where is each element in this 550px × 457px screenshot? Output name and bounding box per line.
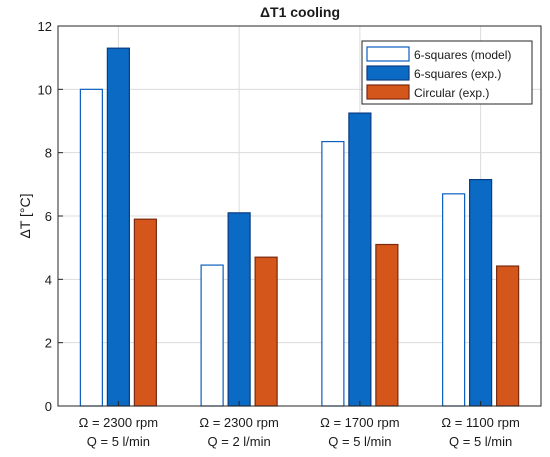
legend-swatch	[366, 65, 410, 81]
y-tick-label: 4	[45, 272, 52, 287]
x-tick-label: Q = 5 l/min	[449, 434, 512, 449]
bar-circular-exp-1	[133, 218, 157, 407]
bar-6-squares-exp-1	[106, 47, 130, 407]
bar-6-squares-exp-4	[469, 178, 493, 407]
bar-6-squares-model-1	[79, 88, 103, 407]
legend-label: 6-squares (model)	[414, 48, 511, 62]
x-tick-label: Q = 5 l/min	[328, 434, 391, 449]
x-tick-label: Ω = 2300 rpm	[199, 415, 278, 430]
x-tick-label: Ω = 1700 rpm	[320, 415, 399, 430]
legend: 6-squares (model) 6-squares (exp.) Circula…	[361, 40, 533, 105]
x-tick-label: Ω = 1100 rpm	[441, 415, 520, 430]
bar-6-squares-exp-2	[227, 212, 251, 407]
x-tick-label: Q = 5 l/min	[87, 434, 150, 449]
y-tick-label: 6	[45, 209, 52, 224]
y-tick-label: 10	[38, 82, 52, 97]
bar-6-squares-model-2	[200, 264, 224, 407]
y-tick-label: 8	[45, 146, 52, 161]
y-tick-label: 2	[45, 336, 52, 351]
chart-title: ΔT1 cooling	[260, 4, 340, 20]
x-axis-ticks: Ω = 2300 rpm Q = 5 l/min Ω = 2300 rpm Q = 2…	[79, 401, 520, 449]
y-axis-ticks: 0 2 4 6 8 10 12	[38, 19, 63, 414]
bar-6-squares-model-4	[442, 193, 466, 407]
bar-6-squares-model-3	[321, 140, 345, 407]
legend-swatch	[366, 46, 410, 62]
legend-label: 6-squares (exp.)	[414, 67, 501, 81]
y-tick-label: 12	[38, 19, 52, 34]
bar-circular-exp-2	[254, 256, 278, 407]
legend-swatch	[366, 84, 410, 100]
x-tick-label: Ω = 2300 rpm	[79, 415, 158, 430]
bar-6-squares-exp-3	[348, 112, 372, 407]
x-tick-label: Q = 2 l/min	[208, 434, 271, 449]
legend-label: Circular (exp.)	[414, 86, 489, 100]
bar-circular-exp-3	[375, 243, 399, 407]
bar-circular-exp-4	[496, 265, 520, 407]
y-tick-label: 0	[45, 399, 52, 414]
y-axis-label: ΔT [°C]	[17, 193, 33, 238]
